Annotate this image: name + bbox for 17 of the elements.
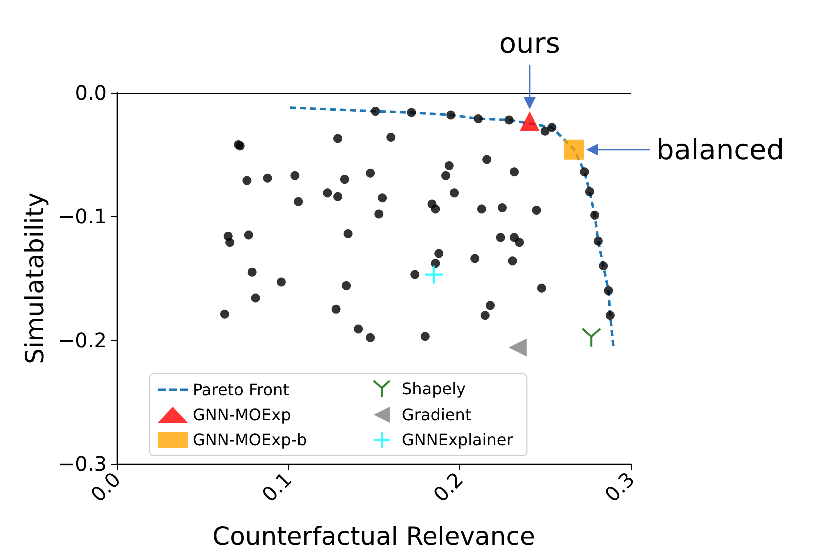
y-axis-title: Simulatability (20, 192, 50, 364)
legend-label: GNN-MOExp-b (193, 430, 308, 450)
y-tick-label: −0.3 (58, 452, 107, 476)
legend-label: Shapely (402, 380, 466, 398)
x-tick-label: 0.3 (600, 468, 640, 507)
legend-label: GNNExplainer (402, 430, 514, 450)
x-tick-label: 0.2 (428, 468, 468, 507)
x-tick-label: 0.1 (257, 468, 297, 507)
legend-label: GNN-MOExp (193, 406, 292, 424)
y-tick-label: −0.2 (58, 328, 107, 352)
annotation: ours (499, 26, 560, 60)
x-axis-title: Counterfactual Relevance (212, 522, 536, 551)
y-tick-label: 0.0 (75, 81, 107, 105)
y-tick-label: −0.1 (58, 204, 107, 229)
legend-label: Pareto Front (193, 380, 290, 400)
annotation: balanced (656, 133, 784, 166)
legend-label: Gradient (402, 406, 472, 424)
